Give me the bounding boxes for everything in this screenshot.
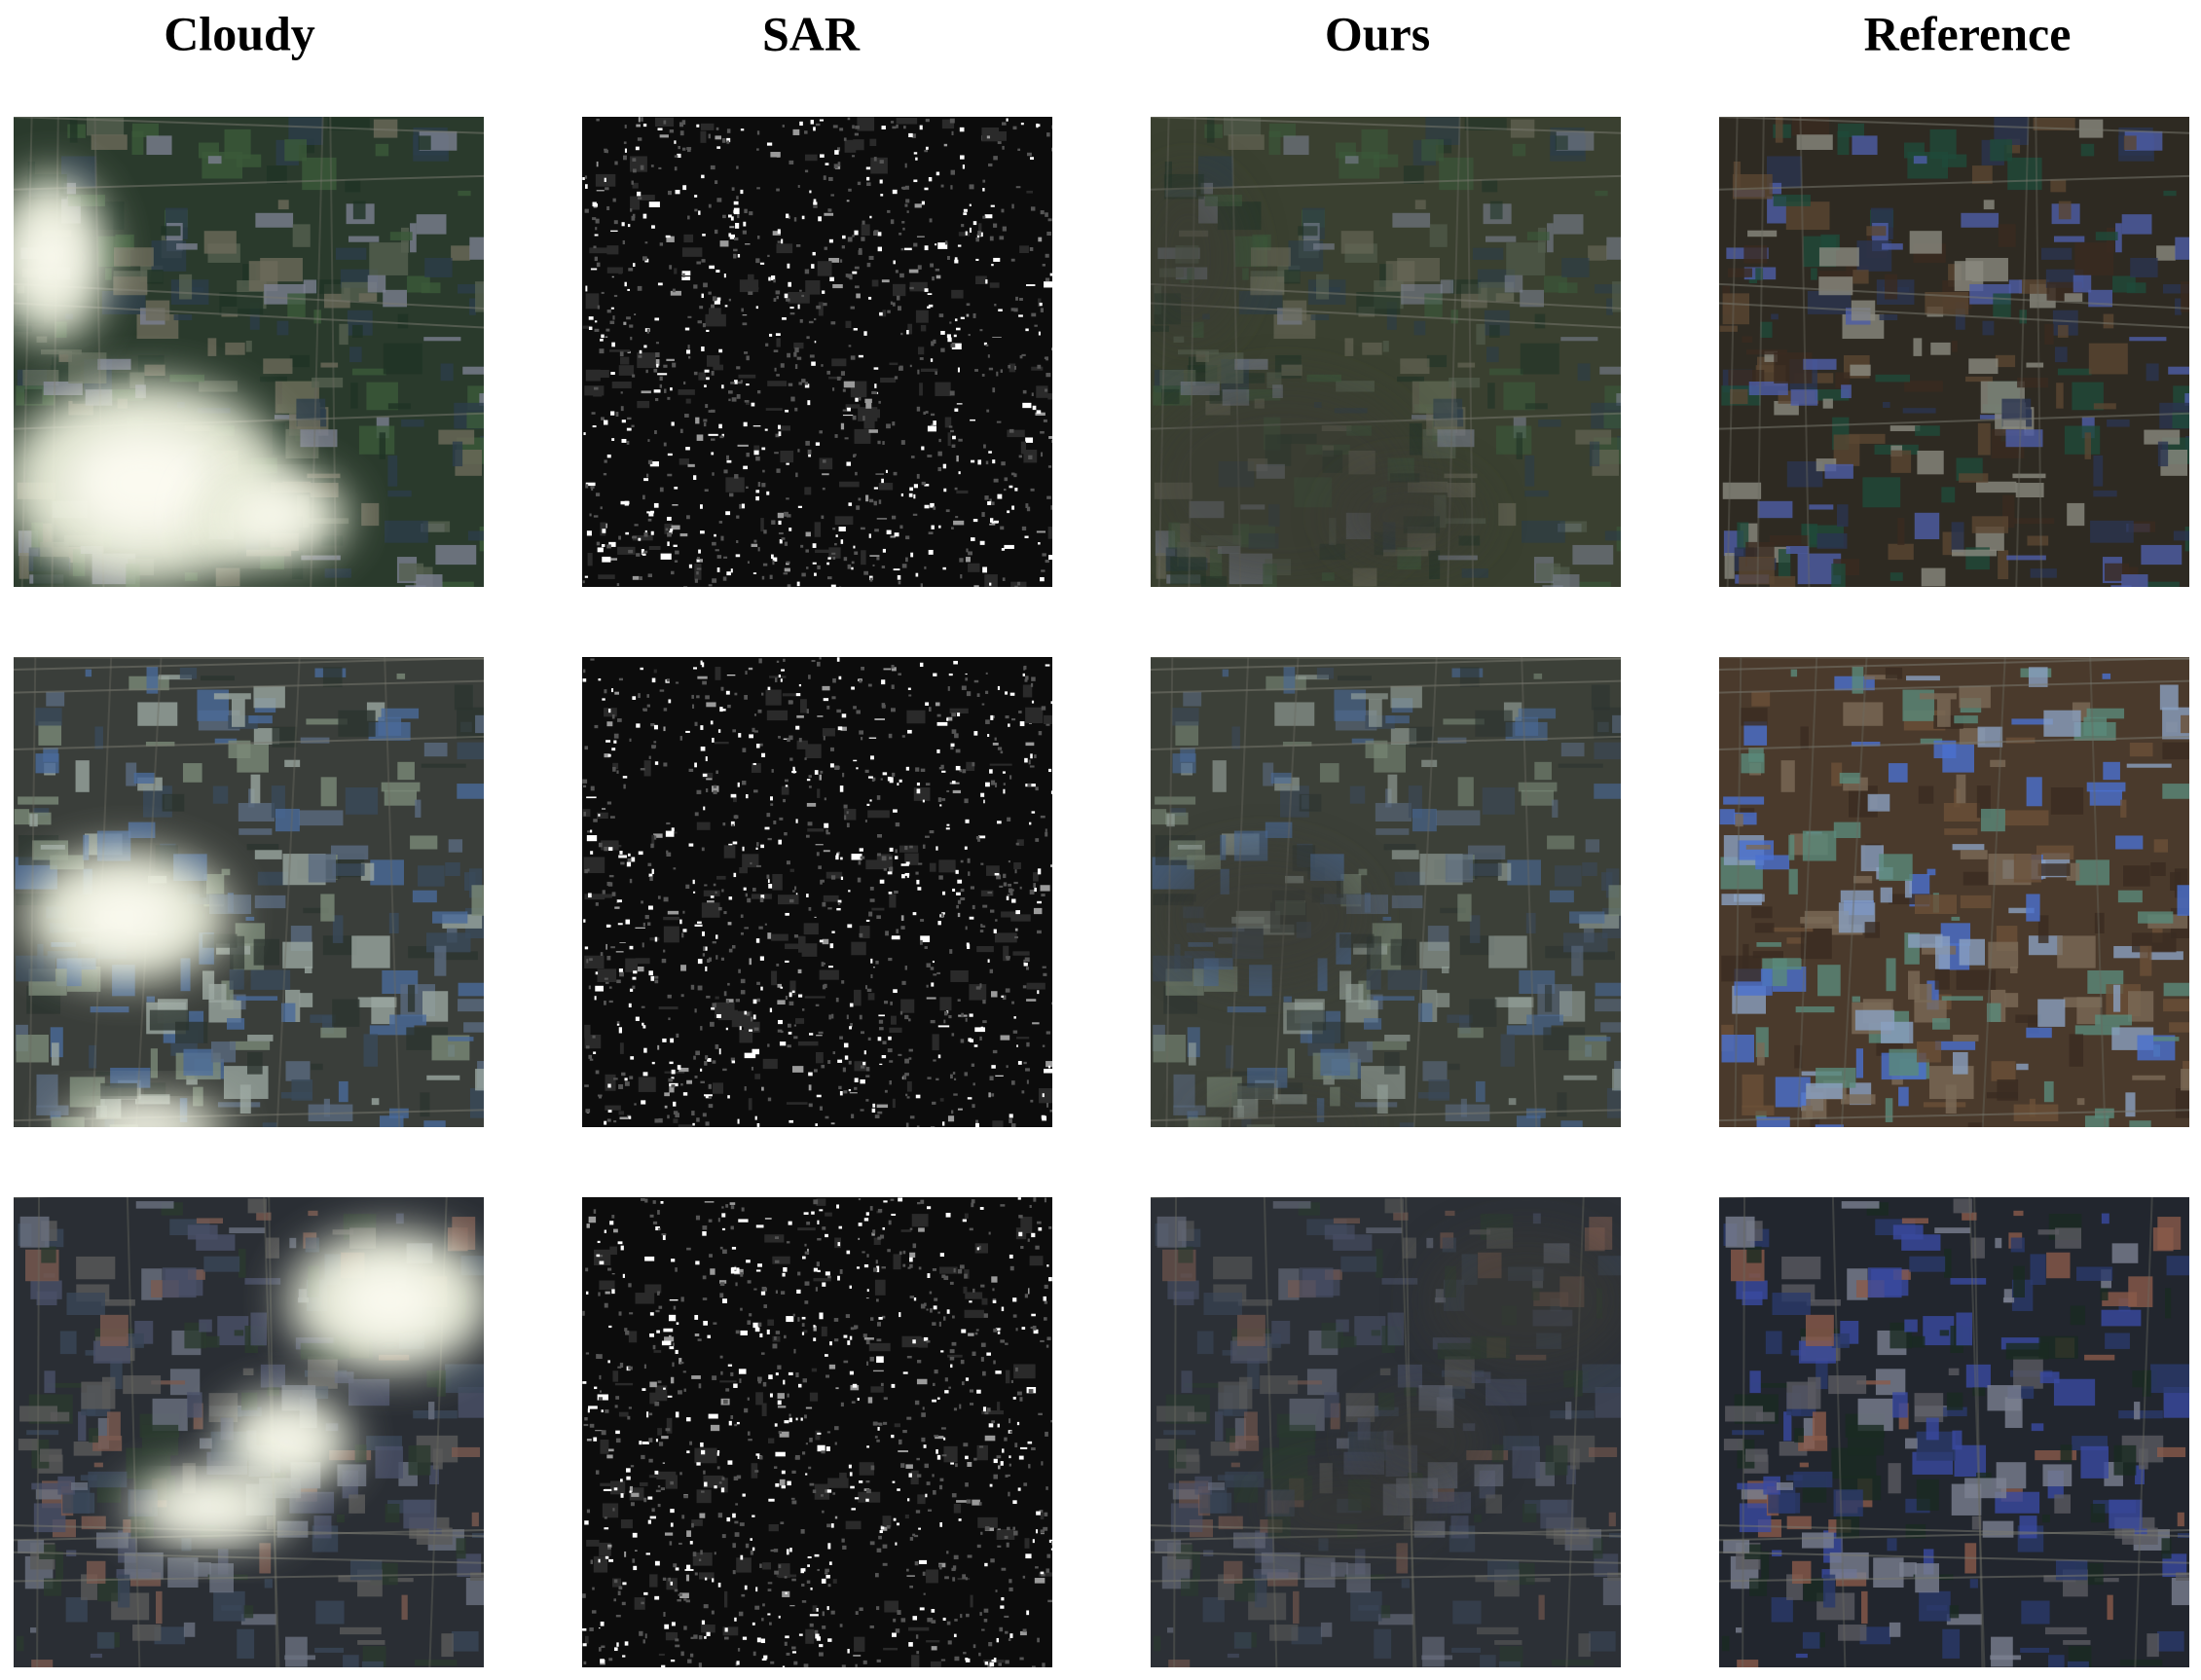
column-title: Ours (1325, 6, 1430, 60)
cloud (332, 1261, 447, 1340)
cloud (98, 1112, 193, 1127)
shadow (1197, 1099, 1368, 1127)
column-title: Cloudy (164, 6, 315, 60)
satellite-image (14, 657, 484, 1127)
cloud (19, 211, 83, 305)
image-background (582, 117, 1052, 587)
satellite-image (1719, 117, 2189, 587)
cloud (231, 490, 314, 543)
satellite-image (14, 117, 484, 587)
satellite-image (1151, 1197, 1621, 1667)
satellite-image (1151, 657, 1621, 1127)
shadow (1423, 1229, 1621, 1371)
cloud (67, 426, 223, 541)
cloud (165, 1486, 258, 1529)
satellite-image (582, 1197, 1052, 1667)
shadow (1334, 469, 1485, 564)
satellite-image (582, 657, 1052, 1127)
image-grid (14, 117, 2189, 1667)
satellite-image (14, 1197, 484, 1667)
shadow (1159, 850, 1368, 982)
cloud (249, 1415, 323, 1468)
column-title: SAR (762, 6, 861, 60)
satellite-image (1719, 657, 2189, 1127)
cloud (69, 879, 184, 952)
satellite-image (1719, 1197, 2189, 1667)
shadow (1263, 1470, 1433, 1546)
satellite-image (582, 117, 1052, 587)
satellite-image (1151, 117, 1621, 587)
column-title: Reference (1864, 6, 2072, 60)
shadow (1357, 1394, 1489, 1489)
shadow (1151, 172, 1245, 343)
